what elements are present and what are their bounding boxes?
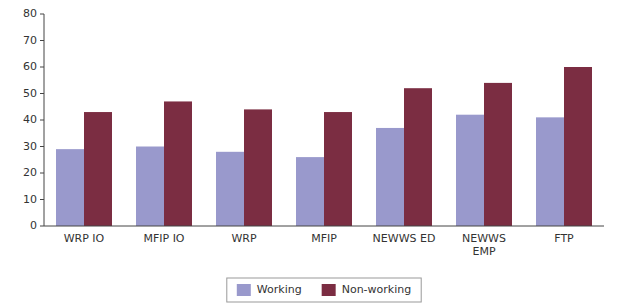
x-tick-label: WRP [231,232,257,245]
y-tick [40,93,44,94]
x-tick-label-line: MFIP IO [143,232,184,245]
bar [216,152,244,226]
y-tick-label: 10 [23,193,37,206]
y-tick-label: 20 [23,166,37,179]
x-tick-label-line: WRP [231,232,257,245]
x-tick-label: NEWWS ED [373,232,436,245]
y-tick [40,67,44,68]
bar [484,83,512,226]
bar [56,149,84,226]
x-axis-line [44,226,604,227]
x-tick-label: MFIP [311,232,337,245]
bar [376,128,404,226]
legend-swatch [322,284,336,296]
legend-label: Non-working [342,283,412,296]
x-tick-label-line: MFIP [311,232,337,245]
chart-svg: 0 10 20 30 40 50 60 70 80 WRP IO MFIP IO WRP MFIP NEW… [0,0,620,308]
x-tick-label-line: NEWWS [462,232,506,245]
y-tick-label: 0 [30,219,37,232]
x-tick-label-line: EMP [472,245,495,258]
bar [404,88,432,226]
bar [536,117,564,226]
y-tick [40,199,44,200]
y-tick-label: 40 [23,113,37,126]
bar [564,67,592,226]
x-tick-label: WRP IO [64,232,105,245]
x-tick-label: FTP [554,232,574,245]
legend-label: Working [257,283,302,296]
x-tick-label: NEWWSEMP [462,232,506,258]
x-tick-label-line: FTP [554,232,574,245]
bar [136,147,164,227]
y-tick [40,146,44,147]
y-tick-label: 70 [23,34,37,47]
y-tick-label: 80 [23,7,37,20]
x-tick-label-line: NEWWS ED [373,232,436,245]
y-tick [40,14,44,15]
bar [296,157,324,226]
bar [324,112,352,226]
bar [164,101,192,226]
x-tick-label-line: WRP IO [64,232,105,245]
legend-frame [227,278,421,302]
x-tick-label: MFIP IO [143,232,184,245]
legend: Working Non-working [227,278,421,302]
bar [244,109,272,226]
y-tick-label: 60 [23,60,37,73]
legend-swatch [237,284,251,296]
bars [56,67,592,226]
y-tick [40,40,44,41]
y-tick [40,173,44,174]
bar [84,112,112,226]
y-tick-label: 30 [23,140,37,153]
chart-container: 0 10 20 30 40 50 60 70 80 WRP IO MFIP IO WRP MFIP NEW… [0,0,620,308]
y-tick [40,120,44,121]
y-tick-label: 50 [23,87,37,100]
y-tick [40,226,44,227]
bar [456,115,484,226]
